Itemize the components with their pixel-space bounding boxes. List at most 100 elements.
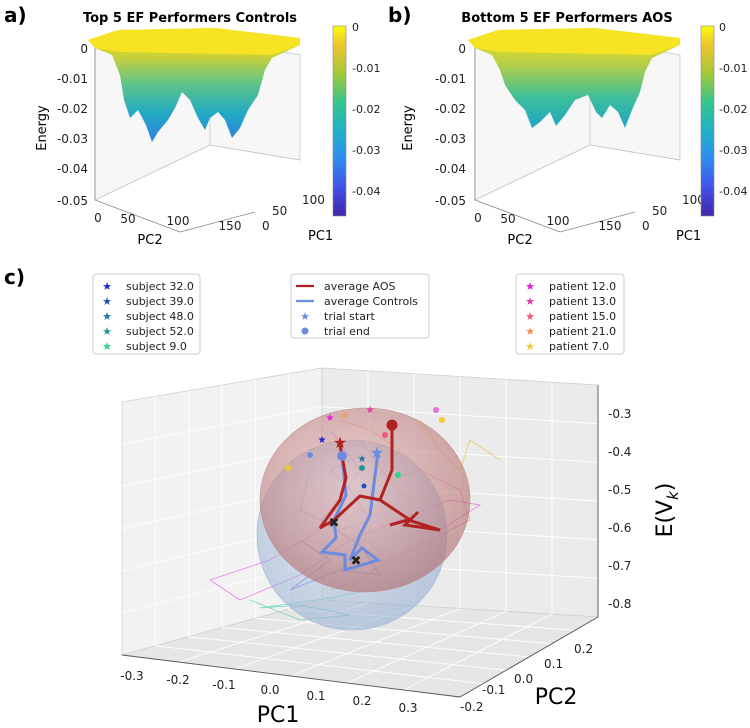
legend-patient-label: patient 13.0 — [549, 295, 616, 308]
svg-text:-0.04: -0.04 — [435, 162, 466, 176]
svg-text:★: ★ — [358, 454, 367, 465]
svg-text:-0.05: -0.05 — [435, 194, 466, 208]
svg-text:-0.03: -0.03 — [719, 144, 747, 157]
svg-text:100: 100 — [167, 214, 190, 228]
svg-text:150: 150 — [219, 219, 242, 233]
svg-text:-0.04: -0.04 — [57, 162, 88, 176]
svg-text:0.0: 0.0 — [260, 683, 279, 697]
panel-a-surface-top — [88, 28, 300, 55]
svg-text:0: 0 — [642, 219, 650, 233]
average-aos-line-2 — [379, 498, 441, 532]
panel-a-zlabel: Energy — [35, 105, 50, 151]
panel-c-z-ticks: -0.3 -0.4 -0.5 -0.6 -0.7 -0.8 — [608, 407, 631, 611]
svg-text:-0.4: -0.4 — [608, 445, 631, 459]
svg-text:150: 150 — [599, 219, 622, 233]
panel-c-zlabel: E(Vk) — [653, 483, 682, 538]
svg-text:50: 50 — [652, 204, 667, 218]
svg-text:100: 100 — [547, 214, 570, 228]
controls-center-marker: ✖ — [351, 554, 362, 569]
panel-a-title: Top 5 EF Performers Controls — [83, 11, 297, 26]
svg-text:-0.2: -0.2 — [460, 700, 483, 714]
svg-text:-0.7: -0.7 — [608, 559, 631, 573]
legend-subject-label: subject 9.0 — [126, 340, 187, 353]
panel-b-y-ticks: 0 50 100 — [642, 193, 705, 233]
svg-text:-0.5: -0.5 — [608, 483, 631, 497]
svg-text:-0.03: -0.03 — [352, 144, 380, 157]
legend-averages: average AOS average Controls ★ trial start t… — [290, 273, 430, 339]
legend-patient-swatch: ★ — [525, 340, 535, 353]
legend-patient-label: patient 21.0 — [549, 325, 616, 338]
svg-text:0.2: 0.2 — [574, 642, 593, 656]
panel-a-z-ticks: 0 -0.01 -0.02 -0.03 -0.04 -0.05 — [57, 42, 88, 208]
aos-trial-start-marker: ★ — [333, 433, 347, 452]
panel-c-ylabel: PC2 — [535, 685, 578, 710]
svg-text:0: 0 — [458, 42, 466, 56]
svg-text:-0.3: -0.3 — [120, 669, 143, 683]
trial-markers: ★ ★ ★ ★ — [285, 405, 445, 489]
svg-text:-0.03: -0.03 — [57, 132, 88, 146]
legend-average-swatch — [301, 327, 309, 335]
svg-text:-0.04: -0.04 — [719, 185, 747, 198]
panel-b-z-ticks: 0 -0.01 -0.02 -0.03 -0.04 -0.05 — [435, 42, 466, 208]
svg-text:50: 50 — [120, 212, 135, 226]
svg-text:0: 0 — [474, 211, 482, 225]
panel-a-y-ticks: 0 50 100 — [262, 193, 325, 233]
svg-text:-0.3: -0.3 — [608, 407, 631, 421]
panel-c: c) ★ subject 32.0 ★ subject 39.0 ★ subject 48… — [4, 265, 682, 728]
svg-text:0: 0 — [352, 21, 359, 34]
panel-b-colorbar — [700, 25, 715, 217]
panel-c-label: c) — [4, 265, 25, 289]
aos-center-marker: ✖ — [329, 516, 340, 531]
aos-trial-end-marker — [386, 419, 398, 431]
panel-b-zlabel: Energy — [401, 105, 416, 151]
svg-text:0.1: 0.1 — [544, 657, 563, 671]
legend-subject-swatch: ★ — [102, 280, 112, 293]
controls-trial-start-marker: ★ — [370, 443, 384, 462]
panel-b-xlabel: PC2 — [507, 233, 532, 248]
panel-b-colorbar-ticks: 0 -0.01 -0.02 -0.03 -0.04 — [719, 21, 747, 198]
svg-text:-0.1: -0.1 — [482, 683, 505, 697]
panel-b-surface-top — [468, 28, 680, 55]
svg-text:0: 0 — [262, 219, 270, 233]
controls-trial-end-marker — [337, 451, 347, 461]
panel-a-xlabel: PC2 — [137, 233, 162, 248]
panel-a: a) Top 5 EF Performers Controls 0 -0.01 … — [4, 3, 380, 248]
panel-a-surface — [88, 28, 300, 142]
panel-b: b) Bottom 5 EF Performers AOS 0 -0.01 -0… — [388, 3, 747, 248]
legend-average-label: trial start — [324, 310, 375, 323]
legend-average-label: average AOS — [324, 280, 396, 293]
panel-b-x-ticks: 0 50 100 150 — [474, 211, 621, 233]
svg-text:★: ★ — [366, 405, 375, 416]
legend-patient-swatch: ★ — [525, 325, 535, 338]
panel-a-label: a) — [4, 3, 27, 27]
svg-text:-0.02: -0.02 — [57, 102, 88, 116]
svg-text:100: 100 — [302, 193, 325, 207]
svg-text:0.1: 0.1 — [306, 689, 325, 703]
svg-text:50: 50 — [500, 212, 515, 226]
svg-text:-0.04: -0.04 — [352, 185, 380, 198]
svg-text:-0.2: -0.2 — [166, 673, 189, 687]
svg-text:0: 0 — [80, 42, 88, 56]
svg-text:0: 0 — [719, 21, 726, 34]
legend-subjects: ★ subject 32.0 ★ subject 39.0 ★ subject 48.0 ★… — [92, 273, 201, 355]
legend-subject-swatch: ★ — [102, 295, 112, 308]
legend-average-label: trial end — [324, 325, 370, 338]
svg-text:-0.05: -0.05 — [57, 194, 88, 208]
legend-subject-label: subject 48.0 — [126, 310, 194, 323]
svg-text:-0.1: -0.1 — [212, 678, 235, 692]
svg-text:-0.02: -0.02 — [352, 103, 380, 116]
svg-text:0.2: 0.2 — [352, 694, 371, 708]
panel-c-y-ticks: -0.2 -0.1 0.0 0.1 0.2 — [460, 642, 593, 714]
legend-patient-label: patient 7.0 — [549, 340, 609, 353]
svg-text:★: ★ — [326, 413, 335, 424]
svg-text:-0.01: -0.01 — [57, 72, 88, 86]
legend-patient-label: patient 15.0 — [549, 310, 616, 323]
legend-patient-label: patient 12.0 — [549, 280, 616, 293]
legend-patient-swatch: ★ — [525, 280, 535, 293]
panel-b-title: Bottom 5 EF Performers AOS — [461, 11, 672, 26]
svg-text:-0.01: -0.01 — [719, 62, 747, 75]
panel-c-xlabel: PC1 — [257, 703, 300, 728]
legend-subject-swatch: ★ — [102, 325, 112, 338]
panel-b-label: b) — [388, 3, 411, 27]
